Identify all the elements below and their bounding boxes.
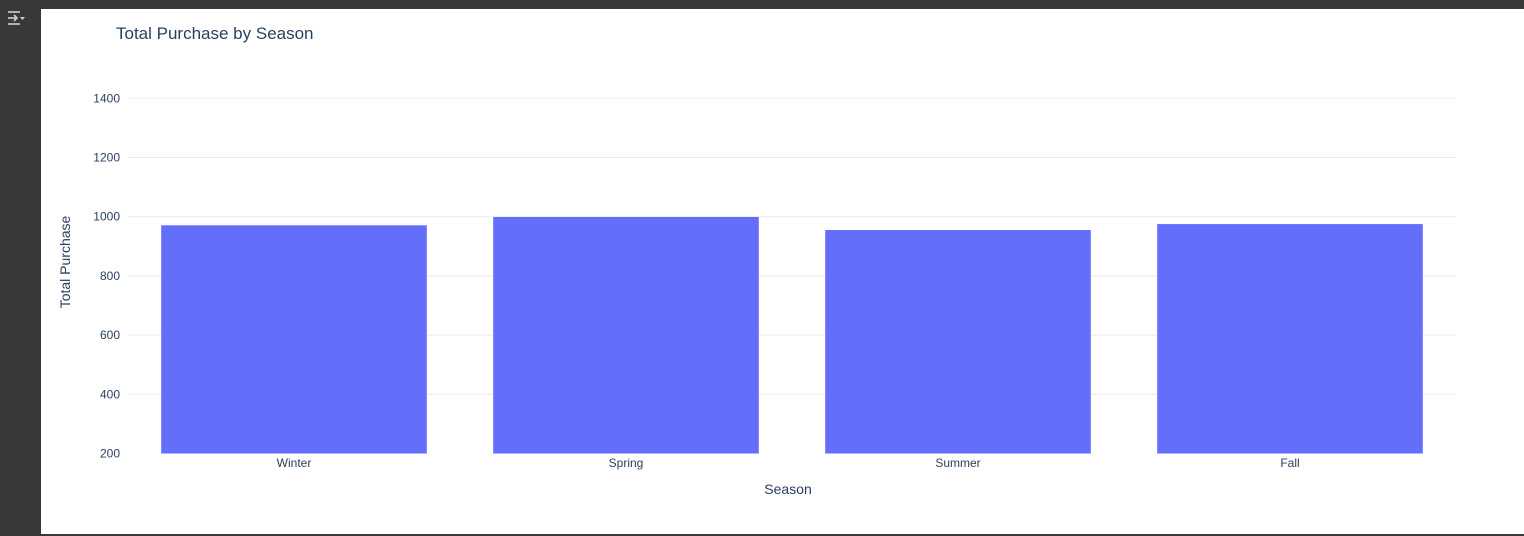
y-tick-label: 1400 — [93, 91, 120, 105]
bar-fall[interactable] — [1157, 224, 1423, 454]
notebook-top-border — [0, 0, 1524, 9]
y-tick-label: 600 — [100, 328, 120, 342]
y-axis-title: Total Purchase — [57, 215, 73, 308]
plot-output: 200 400 600 800 1000 1200 1400 Winter Spring Sum… — [41, 9, 1524, 534]
chart-title: Total Purchase by Season — [116, 24, 314, 43]
y-tick-label: 1000 — [93, 210, 120, 224]
cell-gutter — [0, 0, 40, 536]
x-tick-labels: Winter Spring Summer Fall — [277, 456, 1300, 470]
x-tick-label: Spring — [609, 456, 644, 470]
y-tick-label: 800 — [100, 269, 120, 283]
output-collapse-icon[interactable] — [4, 7, 28, 29]
bar-spring[interactable] — [493, 216, 759, 454]
bar-summer[interactable] — [825, 230, 1091, 454]
y-tick-label: 1200 — [93, 151, 120, 165]
x-tick-label: Summer — [935, 456, 980, 470]
bar-winter[interactable] — [161, 225, 427, 454]
y-tick-label: 200 — [100, 447, 120, 461]
x-tick-label: Winter — [277, 456, 312, 470]
bar-chart: 200 400 600 800 1000 1200 1400 Winter Spring Sum… — [57, 24, 1456, 497]
y-tick-label: 400 — [100, 387, 120, 401]
x-axis-title: Season — [764, 481, 811, 497]
x-tick-label: Fall — [1280, 456, 1299, 470]
bars — [161, 216, 1423, 454]
y-tick-labels: 200 400 600 800 1000 1200 1400 — [93, 91, 120, 460]
